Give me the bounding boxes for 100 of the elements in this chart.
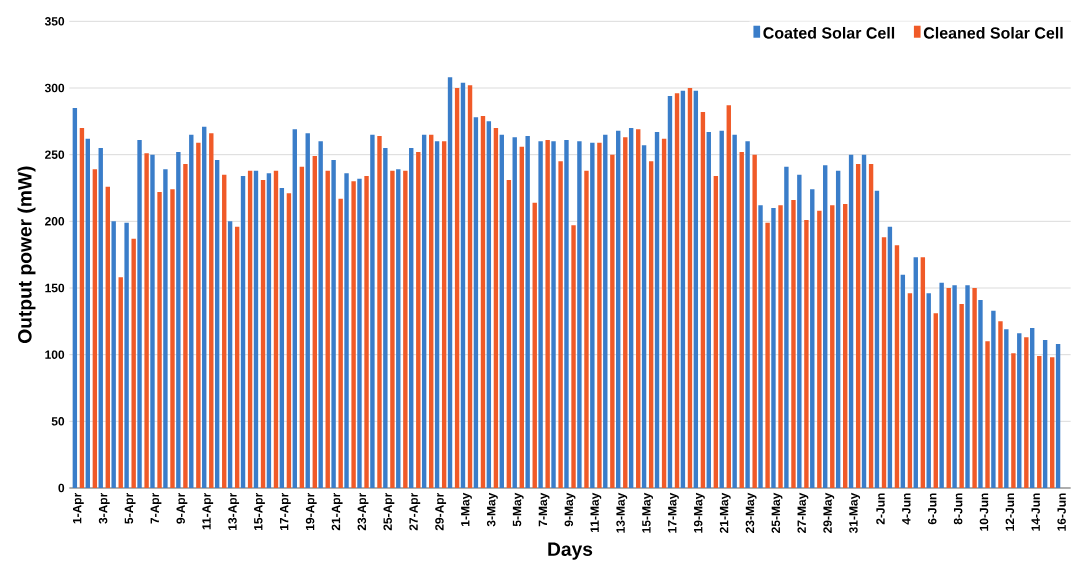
bar (706, 132, 711, 488)
bar (590, 142, 595, 488)
x-tick-label: 8-Jun (953, 493, 963, 525)
bar (266, 173, 272, 488)
bar (409, 148, 414, 488)
bar (797, 174, 802, 488)
bar (377, 136, 382, 488)
x-tick-label: 3-May (486, 492, 498, 527)
bar (305, 133, 310, 488)
bar (700, 112, 706, 488)
bar (920, 257, 926, 488)
bar (778, 205, 783, 488)
bar (163, 169, 168, 488)
x-tick-label: 23-May (745, 492, 757, 533)
bar (667, 96, 673, 488)
bar (118, 277, 123, 488)
bar (1055, 344, 1061, 488)
bar (364, 176, 369, 488)
bar (597, 142, 602, 488)
bar (810, 189, 815, 488)
bar (868, 164, 874, 488)
bar (1017, 333, 1022, 488)
bar (519, 146, 524, 488)
x-tick-label: 11-Apr (202, 492, 214, 530)
bar (396, 169, 401, 488)
bar (641, 145, 647, 488)
x-tick-label: 19-Apr (305, 492, 317, 530)
bar (79, 128, 85, 488)
x-tick-label: 13-Apr (228, 492, 240, 530)
y-tick-label: 200 (45, 217, 65, 226)
bar (170, 189, 175, 488)
legend-label: Cleaned Solar Cell (923, 26, 1063, 39)
bar (176, 151, 181, 488)
bar (72, 108, 78, 488)
bar (196, 142, 201, 488)
bar (525, 136, 530, 488)
x-tick-label: 7-May (538, 492, 550, 527)
bar (357, 178, 362, 488)
bar (765, 222, 770, 488)
x-tick-label: 17-Apr (280, 492, 291, 530)
bar (687, 88, 693, 488)
bar (253, 170, 259, 488)
bar (939, 282, 944, 488)
bar (952, 285, 957, 488)
bar (907, 293, 913, 488)
bar (603, 134, 608, 488)
x-tick-label: 5-Apr (124, 492, 136, 524)
x-tick-label: 9-Apr (176, 492, 188, 524)
x-tick-label: 11-May (590, 492, 602, 532)
x-tick-label: 14-Jun (1031, 493, 1040, 531)
bar (421, 134, 427, 488)
bar (131, 238, 136, 488)
x-tick-label: 16-Jun (1057, 493, 1066, 531)
bar (227, 221, 233, 488)
bar (823, 165, 828, 488)
bar (577, 141, 582, 488)
bar (137, 140, 142, 488)
bar (985, 341, 990, 488)
bar (85, 138, 90, 488)
x-tick-label: 1-Apr (73, 492, 84, 524)
bar (189, 134, 194, 488)
bar (848, 154, 854, 488)
bar (499, 134, 504, 488)
bar (861, 154, 867, 488)
bar (344, 173, 349, 488)
y-tick-label: 100 (45, 350, 65, 359)
bar (661, 138, 667, 488)
bar (771, 208, 776, 488)
bar (835, 170, 841, 488)
bar (247, 170, 253, 488)
bar (434, 141, 440, 488)
x-tick-label: 4-Jun (902, 493, 911, 525)
bar (390, 170, 395, 488)
bar (636, 129, 641, 488)
y-tick-label: 50 (51, 417, 65, 426)
bar (719, 130, 724, 488)
bar (150, 154, 155, 488)
x-tick-label: 12-Jun (1005, 493, 1015, 531)
bar (1011, 353, 1016, 488)
bar (338, 198, 343, 488)
bar (493, 128, 499, 488)
bar (325, 170, 330, 488)
bar (745, 141, 750, 488)
bar (240, 176, 246, 488)
bar (532, 202, 537, 488)
bar (473, 117, 479, 488)
x-tick-label: 6-Jun (927, 493, 937, 525)
bar (739, 151, 744, 488)
bar (843, 204, 848, 488)
bar (1004, 329, 1009, 488)
bar (383, 148, 388, 488)
x-tick-label: 9-May (564, 492, 576, 527)
bar (286, 193, 292, 488)
bar (273, 170, 279, 488)
bar (292, 129, 297, 488)
bar (610, 154, 615, 488)
bar (616, 130, 621, 488)
bar (713, 176, 719, 488)
x-tick-label: 23-Apr (357, 492, 369, 531)
bar (506, 180, 512, 488)
